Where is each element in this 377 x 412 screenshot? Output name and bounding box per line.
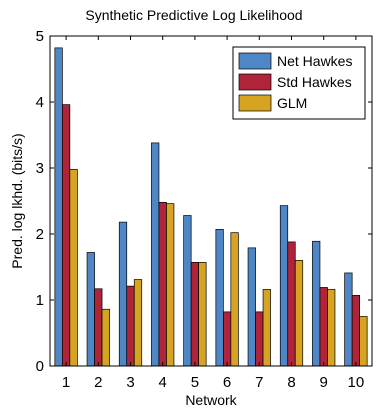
x-tick-label: 2 [94, 374, 102, 391]
y-axis-label: Pred. log lkhd. (bits/s) [9, 133, 25, 268]
bar-std-hawkes-8 [287, 241, 296, 367]
y-tick-label: 5 [36, 28, 44, 45]
bar-std-hawkes-2 [94, 288, 103, 367]
bar-std-hawkes-10 [351, 295, 360, 367]
bar-net-hawkes-8 [279, 205, 289, 367]
y-tick-label: 2 [36, 226, 44, 243]
y-tick-label: 3 [36, 160, 44, 177]
bar-glm-8 [294, 260, 304, 367]
bar-net-hawkes-7 [247, 247, 256, 367]
x-tick-label: 4 [159, 374, 167, 391]
bar-glm-5 [198, 262, 207, 367]
legend-swatch-net-hawkes [238, 52, 272, 70]
bar-glm-9 [327, 289, 336, 367]
bar-glm-10 [359, 316, 368, 367]
plot-frame [49, 35, 373, 367]
bar-std-hawkes-1 [61, 104, 71, 367]
bar-net-hawkes-10 [344, 272, 353, 367]
bar-net-hawkes-3 [118, 221, 128, 367]
x-tick-label: 9 [320, 374, 328, 391]
bar-glm-1 [69, 168, 78, 367]
x-axis-ticks: 1 2 3 4 5 6 7 8 9 10 [62, 36, 364, 391]
y-tick-label: 1 [36, 292, 44, 309]
x-tick-label: 10 [348, 374, 365, 391]
x-axis-label: Network [185, 392, 237, 408]
legend-label: Std Hawkes [277, 74, 352, 90]
bar-net-hawkes-2 [86, 252, 95, 367]
legend-label: GLM [277, 95, 307, 111]
bar-net-hawkes-4 [151, 142, 160, 367]
bar-glm-2 [101, 308, 110, 367]
legend-swatch-std-hawkes [238, 73, 272, 91]
bar-net-hawkes-1 [54, 47, 63, 367]
x-tick-label: 3 [126, 374, 134, 391]
bar-std-hawkes-3 [126, 285, 135, 367]
x-tick-label: 1 [62, 374, 70, 391]
bar-glm-3 [133, 279, 143, 367]
x-tick-label: 5 [191, 374, 199, 391]
bar-net-hawkes-9 [312, 240, 321, 367]
chart-title: Synthetic Predictive Log Likelihood [85, 7, 302, 23]
y-axis-ticks: 0 1 2 3 4 5 [36, 28, 372, 375]
bar-std-hawkes-7 [255, 311, 264, 367]
legend: Net Hawkes Std Hawkes GLM [232, 46, 366, 120]
y-tick-label: 0 [36, 358, 44, 375]
x-tick-label: 7 [255, 374, 263, 391]
bar-std-hawkes-9 [319, 287, 328, 367]
y-tick-label: 4 [36, 94, 44, 111]
bar-net-hawkes-5 [183, 215, 192, 367]
bar-std-hawkes-6 [223, 311, 232, 367]
legend-label: Net Hawkes [277, 53, 352, 69]
legend-swatch-glm [238, 94, 272, 112]
x-tick-label: 6 [223, 374, 231, 391]
bar-glm-4 [166, 203, 175, 367]
x-tick-label: 8 [287, 374, 295, 391]
bar-glm-6 [230, 232, 239, 367]
bar-std-hawkes-5 [190, 262, 199, 367]
bar-std-hawkes-4 [158, 201, 167, 367]
bar-glm-7 [262, 289, 271, 367]
bars-group [54, 47, 368, 367]
bar-net-hawkes-6 [215, 229, 224, 367]
